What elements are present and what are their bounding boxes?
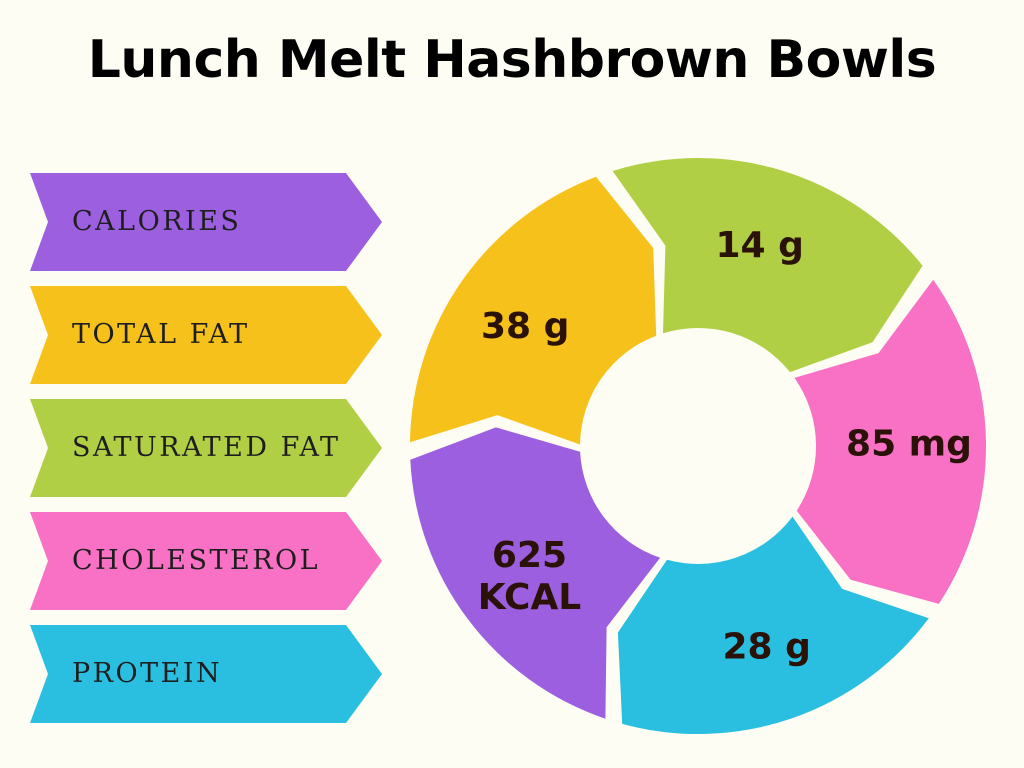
donut-segments (410, 158, 987, 735)
donut-segment-saturated-fat (612, 158, 923, 373)
data-label-calories: 625 KCAL (478, 535, 582, 618)
legend-item-saturated-fat: SATURATED FAT (30, 399, 382, 497)
legend-label-calories: CALORIES (72, 206, 242, 237)
legend-label-cholesterol: CHOLESTEROL (72, 545, 321, 576)
data-label-cholesterol: 85 mg (846, 423, 972, 464)
data-label-protein: 28 g (722, 627, 810, 668)
legend-label-saturated-fat: SATURATED FAT (72, 432, 341, 463)
data-label-total-fat: 38 g (481, 306, 569, 347)
legend-ribbon-calories (30, 173, 382, 271)
donut-segment-protein (617, 516, 929, 735)
legend-ribbon-protein (30, 625, 382, 723)
legend-item-cholesterol: CHOLESTEROL (30, 512, 382, 610)
legend-label-total-fat: TOTAL FAT (72, 319, 250, 350)
legend-item-calories: CALORIES (30, 173, 382, 271)
legend-label-protein: PROTEIN (72, 658, 223, 689)
donut-segment-total-fat (410, 176, 657, 445)
legend-ribbon-saturated-fat (30, 399, 382, 497)
legend-item-protein: PROTEIN (30, 625, 382, 723)
legend-ribbon-cholesterol (30, 512, 382, 610)
legend-item-total-fat: TOTAL FAT (30, 286, 382, 384)
donut-segment-calories (410, 427, 661, 719)
page-title: Lunch Melt Hashbrown Bowls (87, 30, 937, 90)
data-label-saturated-fat: 14 g (715, 225, 803, 266)
donut-labels: 625 KCAL 38 g 14 g 85 mg 28 g (478, 225, 972, 667)
donut-segment-cholesterol (794, 279, 987, 604)
legend-ribbon-total-fat (30, 286, 382, 384)
